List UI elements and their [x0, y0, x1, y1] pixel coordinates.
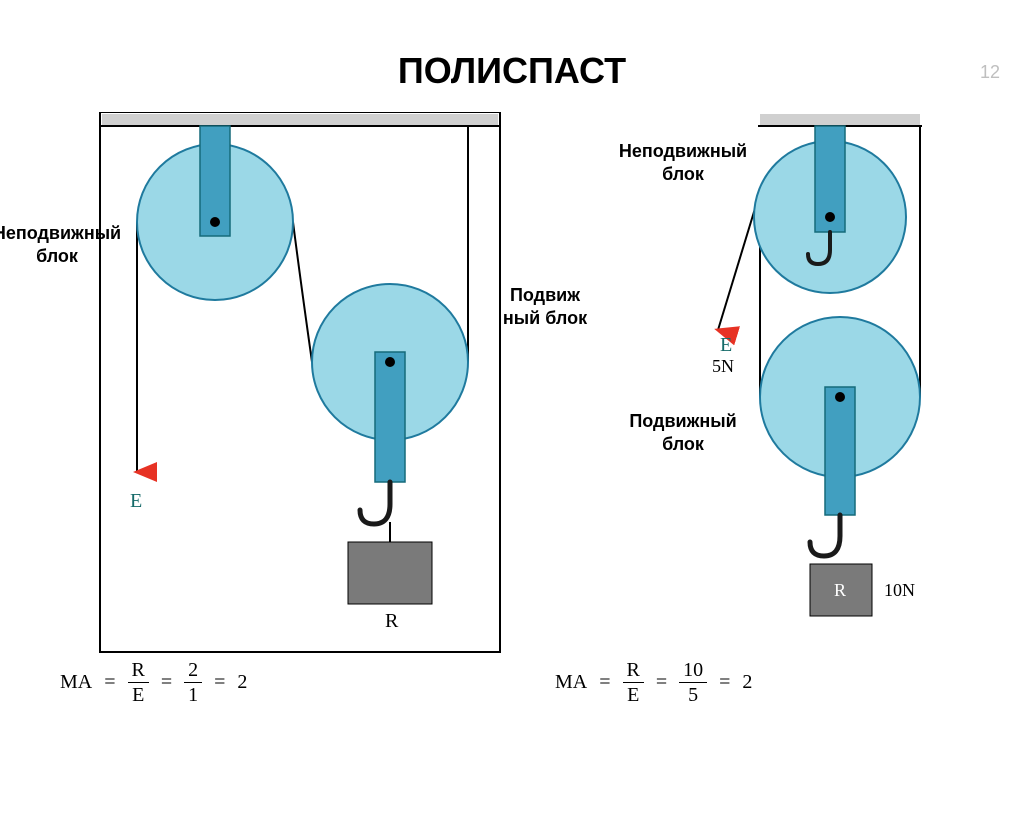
frac-den2r: 5: [684, 683, 702, 705]
r-value-right: 10N: [884, 580, 915, 601]
left-diagram: [100, 112, 500, 652]
pulley-svg: [0, 112, 1024, 732]
r-label-right: R: [834, 580, 846, 601]
formula-left: MA = R E = 2 1 = 2: [60, 660, 247, 705]
frac-21: 2 1: [184, 660, 202, 705]
eq1r: =: [599, 671, 610, 694]
page-number: 12: [980, 62, 1000, 83]
frac-re-r: R E: [623, 660, 644, 705]
label-fixed-block-right: Неподвижный блок: [618, 140, 748, 185]
ma-lhs-r: MA: [555, 671, 587, 694]
eq3r: =: [719, 671, 730, 694]
eq3: =: [214, 671, 225, 694]
result: 2: [237, 671, 247, 694]
eq2: =: [161, 671, 172, 694]
frac-num: R: [128, 660, 149, 683]
eq2r: =: [656, 671, 667, 694]
frac-denr: E: [623, 683, 643, 705]
label-fixed-block-left: Неподвижный блок: [0, 222, 122, 267]
eq1: =: [104, 671, 115, 694]
result-r: 2: [742, 671, 752, 694]
r-label-left-below: R: [385, 610, 398, 633]
label-movable-block-left: Подвиж ный блок: [500, 284, 590, 329]
e-value-right: 5N: [712, 356, 734, 377]
formula-right: MA = R E = 10 5 = 2: [555, 660, 752, 705]
frac-105-r: 10 5: [679, 660, 707, 705]
page-title: ПОЛИСПАСТ: [0, 50, 1024, 92]
ma-lhs: MA: [60, 671, 92, 694]
label-movable-block-right: Подвижный блок: [618, 410, 748, 455]
diagram-area: Неподвижный блок Подвиж ный блок E R MA …: [0, 112, 1024, 732]
e-label-left: E: [130, 490, 142, 513]
e-label-right: E: [720, 334, 732, 357]
frac-num2: 2: [184, 660, 202, 683]
frac-numr: R: [623, 660, 644, 683]
frac-den2: 1: [184, 683, 202, 705]
frac-num2r: 10: [679, 660, 707, 683]
frac-re: R E: [128, 660, 149, 705]
right-diagram: [718, 114, 922, 616]
frac-den: E: [128, 683, 148, 705]
